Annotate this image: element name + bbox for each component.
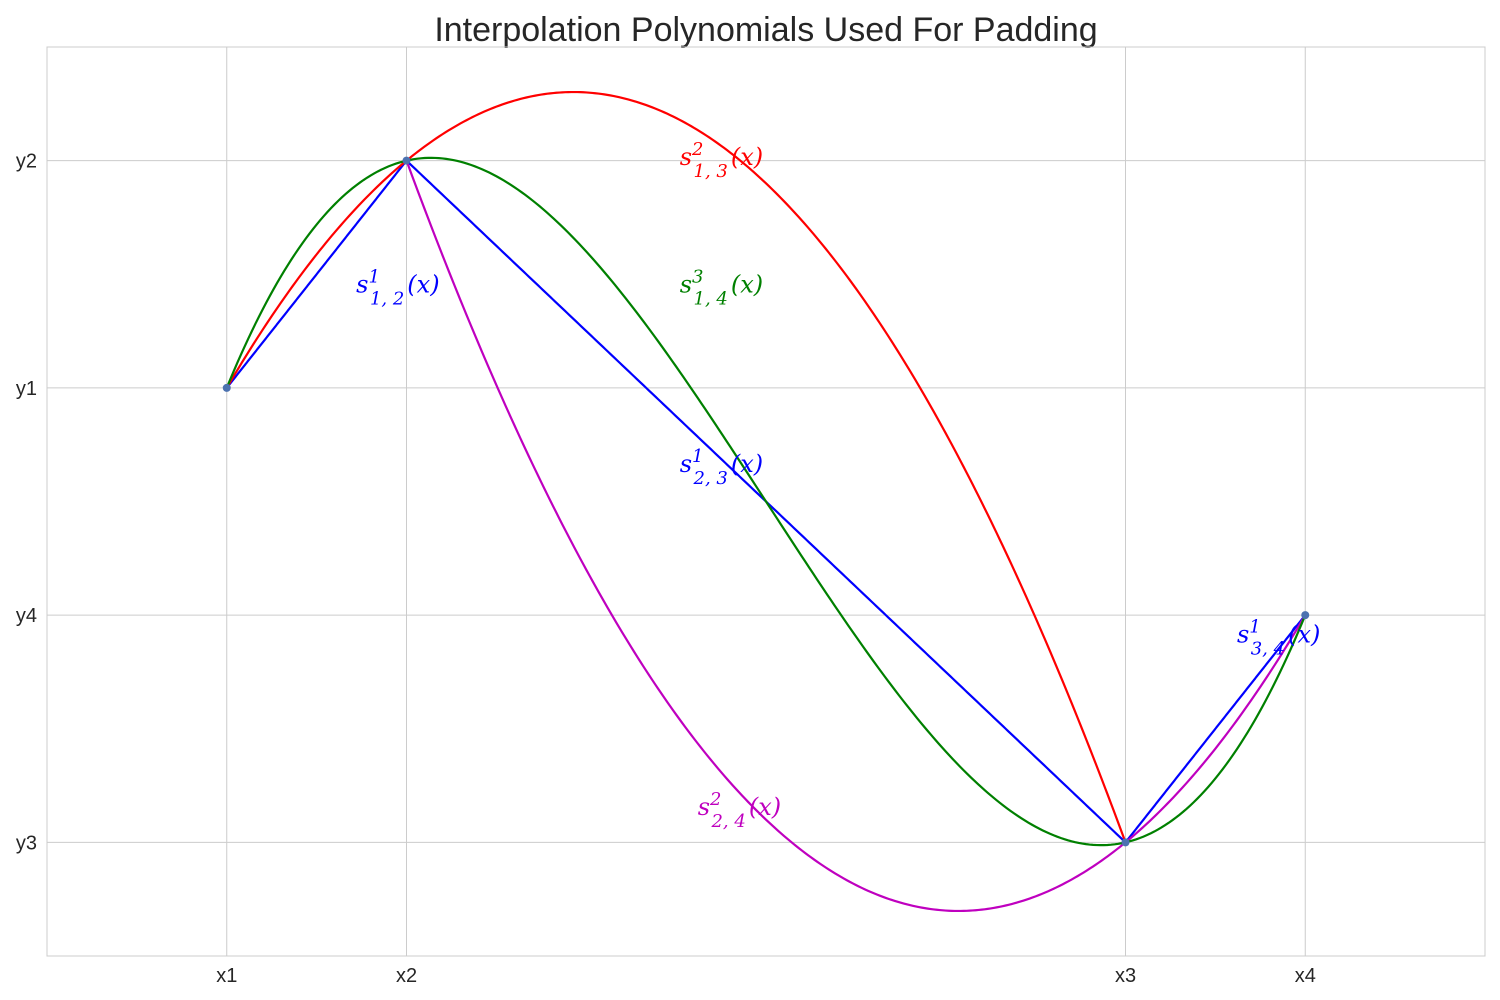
series-label-1: s1 1, 2(x) — [356, 266, 439, 309]
series-labels: s1 1, 2(x) s1 2, 3(x) s1 3, 4(x) s2 1, 3(x) s2 2,… — [356, 139, 1320, 832]
x-tick-label: x1 — [216, 965, 237, 987]
plot-area-frame — [46, 46, 1486, 957]
x-tick-label: x3 — [1115, 965, 1136, 987]
series-line-4 — [225, 90, 1127, 843]
series-lines — [225, 90, 1307, 913]
x-tick-label: x2 — [396, 965, 417, 987]
x-tick-label: x4 — [1295, 965, 1316, 987]
series-label-6: s3 1, 4(x) — [680, 266, 763, 309]
grid-lines — [47, 47, 1485, 956]
chart-title: Interpolation Polynomials Used For Paddi… — [434, 11, 1097, 49]
data-point-3 — [1121, 838, 1130, 847]
series-label-2: s1 2, 3(x) — [680, 446, 763, 489]
series-line-6 — [225, 156, 1307, 847]
y-tick-label: y3 — [16, 832, 37, 854]
series-label-3: s1 3, 4(x) — [1237, 616, 1320, 659]
data-point-1 — [222, 383, 231, 392]
series-line-5 — [405, 160, 1307, 913]
tick-labels: x1 x2 x3 x4 y3 y4 y1 y2 — [16, 151, 1316, 987]
series-line-1 — [225, 159, 408, 389]
data-point-2 — [402, 156, 411, 165]
series-label-4: s2 1, 3(x) — [680, 139, 763, 182]
y-tick-label: y2 — [16, 151, 37, 173]
series-label-5: s2 2, 4(x) — [698, 789, 781, 832]
data-points — [222, 156, 1310, 847]
series-line-3 — [1124, 614, 1307, 844]
data-point-4 — [1301, 611, 1310, 620]
y-tick-label: y1 — [16, 378, 37, 400]
y-tick-label: y4 — [16, 605, 37, 627]
